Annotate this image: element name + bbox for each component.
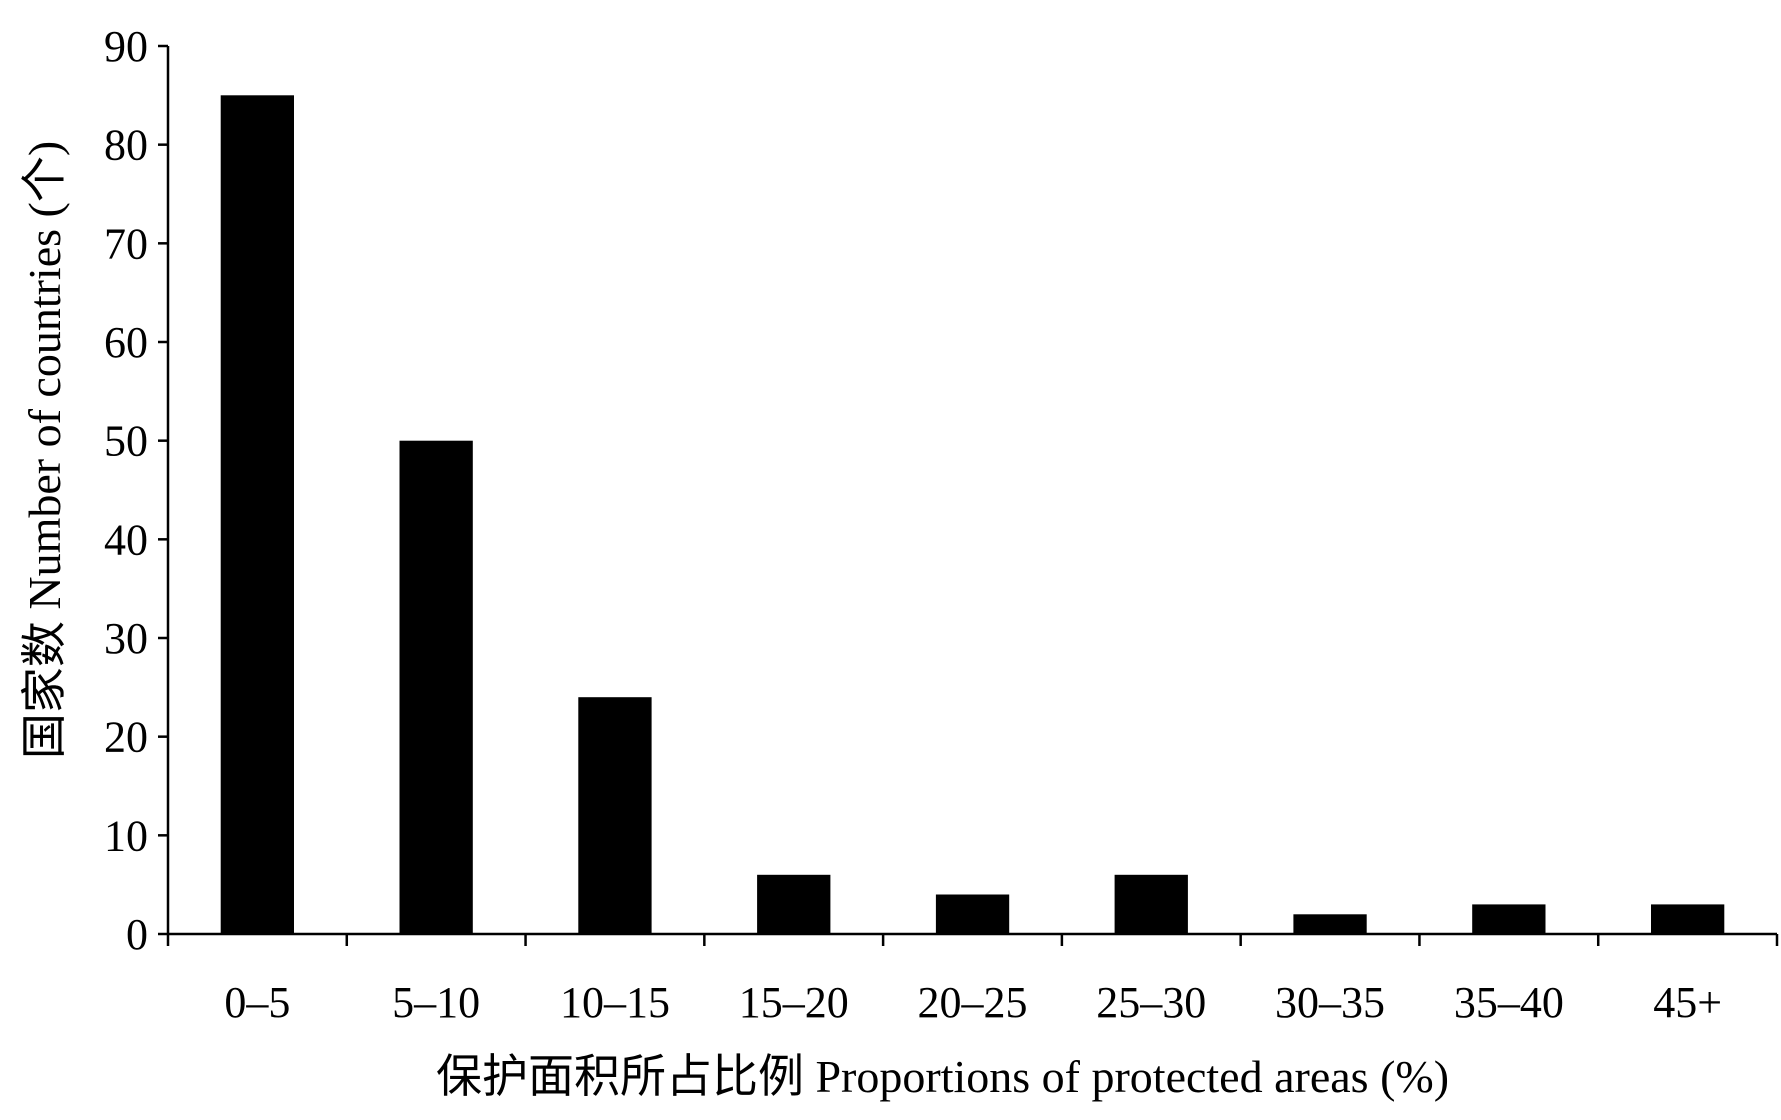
bar-0 — [220, 95, 294, 935]
x-tick-label-7: 35–40 — [1454, 978, 1564, 1027]
y-tick-label-60: 60 — [104, 318, 148, 367]
y-tick-label-10: 10 — [104, 811, 148, 860]
bar-4 — [935, 894, 1010, 934]
y-ticks-group: 0 10 20 30 40 50 60 70 80 90 — [104, 22, 168, 959]
bar-8 — [1651, 904, 1725, 934]
bar-3 — [757, 874, 831, 934]
bar-2 — [578, 697, 652, 934]
bar-1 — [399, 440, 473, 934]
x-tick-label-3: 15–20 — [739, 978, 849, 1027]
y-axis-title: 国家数 Number of countries (个) — [19, 141, 70, 759]
x-tick-label-6: 30–35 — [1275, 978, 1385, 1027]
bars-group — [220, 95, 1725, 935]
y-tick-label-0: 0 — [126, 910, 148, 959]
x-axis-title: 保护面积所占比例 Proportions of protected areas … — [436, 1051, 1449, 1102]
x-tick-label-5: 25–30 — [1096, 978, 1206, 1027]
x-tick-label-2: 10–15 — [560, 978, 670, 1027]
y-tick-label-30: 30 — [104, 614, 148, 663]
y-tick-label-70: 70 — [104, 219, 148, 268]
x-tick-label-0: 0–5 — [224, 978, 290, 1027]
y-tick-label-20: 20 — [104, 713, 148, 762]
y-tick-label-50: 50 — [104, 417, 148, 466]
bar-6 — [1293, 914, 1367, 934]
x-tick-label-8: 45+ — [1653, 978, 1722, 1027]
x-tick-label-4: 20–25 — [918, 978, 1028, 1027]
axes-group — [166, 46, 1777, 936]
y-tick-label-80: 80 — [104, 121, 148, 170]
y-tick-label-90: 90 — [104, 22, 148, 71]
bar-7 — [1472, 904, 1546, 934]
x-ticks-group: 0–5 5–10 10–15 15–20 20–25 25–30 30–35 35–40 45+ — [166, 934, 1779, 1027]
x-tick-label-1: 5–10 — [392, 978, 480, 1027]
bar-5 — [1114, 874, 1188, 934]
y-tick-label-40: 40 — [104, 515, 148, 564]
